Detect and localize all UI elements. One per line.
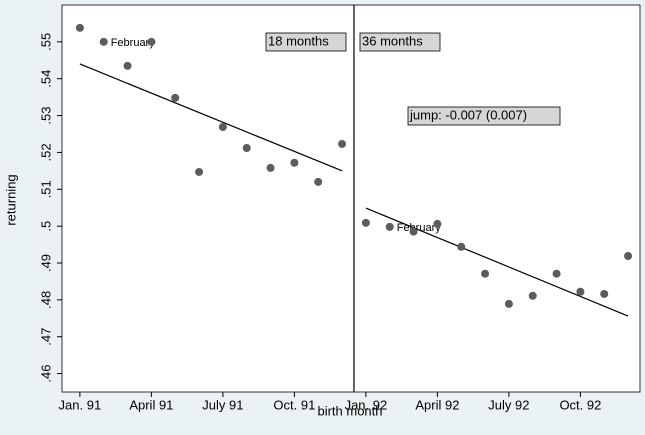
marker-label: February (397, 222, 442, 234)
point (409, 227, 418, 236)
point (576, 287, 585, 296)
annotation-box (265, 32, 347, 52)
y-axis-label: returning (3, 174, 18, 225)
fit-line (79, 63, 343, 172)
marker-label: February (111, 37, 156, 49)
point (290, 158, 299, 167)
annotation: jump: -0.007 (0.007) (409, 107, 527, 122)
y-tick-label: .55 (38, 33, 53, 51)
point (314, 177, 323, 186)
point (218, 122, 227, 131)
annotation: 18 months (268, 33, 329, 48)
point (147, 37, 156, 46)
x-tick-label: Jan. 91 (59, 397, 102, 412)
y-tick-label: .49 (38, 254, 53, 272)
point (528, 291, 537, 300)
point (195, 167, 204, 176)
y-tick-label: .54 (38, 70, 53, 88)
point (123, 61, 132, 70)
point (361, 218, 370, 227)
x-tick-label: April 92 (415, 397, 459, 412)
y-tick-label: .46 (38, 365, 53, 383)
x-tick-label: April 91 (129, 397, 173, 412)
y-tick-label: .48 (38, 291, 53, 309)
point (457, 242, 466, 251)
x-tick-label: Oct. 91 (273, 397, 315, 412)
y-tick-label: .51 (38, 180, 53, 198)
point (600, 289, 609, 298)
point (266, 163, 275, 172)
x-axis-label: birth month (317, 403, 382, 418)
x-tick-label: July 91 (202, 397, 243, 412)
plot-area (61, 4, 641, 393)
point (338, 139, 347, 148)
x-tick-label: July 92 (488, 397, 529, 412)
point (171, 93, 180, 102)
point (433, 219, 442, 228)
annotation-box (407, 106, 561, 126)
x-tick-label: Oct. 92 (559, 397, 601, 412)
point (624, 251, 633, 260)
fit-line (365, 207, 629, 317)
point (481, 269, 490, 278)
point (75, 23, 84, 32)
point (552, 269, 561, 278)
point (385, 222, 394, 231)
y-tick-label: .52 (38, 143, 53, 161)
annotation-box (359, 32, 441, 52)
point (242, 144, 251, 153)
annotation: 36 months (362, 33, 423, 48)
point (504, 299, 513, 308)
y-tick-label: .53 (38, 107, 53, 125)
y-tick-label: .47 (38, 328, 53, 346)
point (99, 37, 108, 46)
y-tick-label: .5 (38, 221, 53, 232)
x-tick-label: Jan. 92 (345, 397, 388, 412)
